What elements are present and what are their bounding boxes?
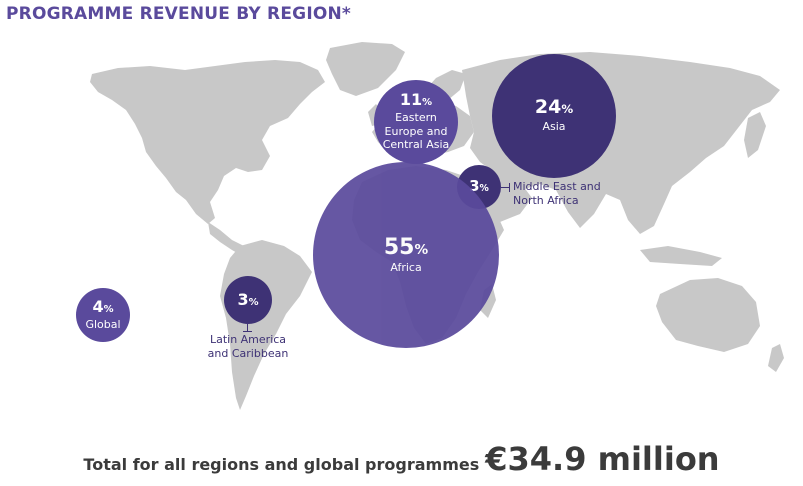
- middle-east-connector-line: [501, 187, 510, 188]
- bubble-asia-sign: %: [561, 102, 574, 117]
- middle-east-label-2: North Africa: [513, 194, 579, 208]
- bubble-asia-pct: 24: [534, 96, 562, 119]
- north-america-landmass: [90, 60, 325, 224]
- bubble-global: 4% Global: [76, 288, 130, 342]
- bubble-eastern-europe-sign: %: [422, 96, 433, 108]
- greenland-landmass: [326, 42, 405, 96]
- bubble-global-pct: 4: [92, 296, 104, 316]
- bubble-africa-pct: 55: [383, 234, 415, 260]
- bubble-eastern-europe-pct: 11: [399, 89, 423, 109]
- indonesia-landmass: [640, 246, 722, 266]
- bubble-africa-sign: %: [414, 241, 429, 258]
- bubble-latin-america: 3%: [224, 276, 272, 324]
- page-title: PROGRAMME REVENUE BY REGION*: [6, 4, 352, 24]
- japan-landmass: [744, 112, 766, 158]
- bubble-eastern-europe-label-2: Europe and: [384, 124, 448, 138]
- new-zealand-landmass: [768, 344, 784, 372]
- total-value: €34.9 million: [485, 440, 720, 478]
- bubble-global-label: Global: [85, 317, 121, 331]
- bubble-africa: 55% Africa: [313, 162, 499, 348]
- latin-america-label: Latin America and Caribbean: [198, 333, 298, 362]
- middle-east-label: Middle East and North Africa: [513, 180, 601, 209]
- latin-america-connector-line: [247, 324, 248, 332]
- middle-east-connector-tick: [509, 183, 510, 192]
- south-america-landmass: [220, 240, 312, 410]
- bubble-africa-label: Africa: [390, 260, 422, 274]
- bubble-asia-label: Asia: [542, 120, 566, 134]
- bubble-latin-america-pct: 3: [237, 289, 249, 309]
- bubble-middle-east-sign: %: [479, 183, 489, 195]
- bubble-middle-east-pct: 3: [469, 177, 480, 196]
- bubble-global-sign: %: [103, 303, 114, 315]
- bubble-asia: 24% Asia: [492, 54, 616, 178]
- bubble-eastern-europe-label-3: Central Asia: [382, 138, 450, 152]
- bubble-eastern-europe-label-1: Eastern: [395, 110, 437, 124]
- bubble-latin-america-sign: %: [248, 296, 259, 308]
- latin-america-label-2: and Caribbean: [207, 347, 289, 361]
- middle-east-label-1: Middle East and: [513, 180, 601, 193]
- australia-landmass: [656, 278, 760, 352]
- total-label: Total for all regions and global program…: [83, 455, 480, 474]
- latin-america-connector-tick: [243, 331, 252, 332]
- total-row: Total for all regions and global program…: [0, 440, 803, 478]
- bubble-eastern-europe: 11% Eastern Europe and Central Asia: [374, 80, 458, 164]
- latin-america-label-1: Latin America: [209, 333, 287, 346]
